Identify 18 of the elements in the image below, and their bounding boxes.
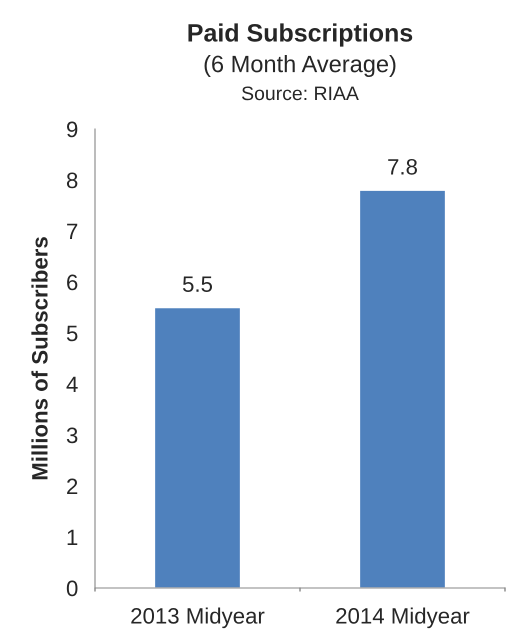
x-tick-label: 2014 Midyear bbox=[336, 607, 470, 628]
y-tick-label: 1 bbox=[68, 530, 78, 546]
y-axis-title: Millions of Subscribers bbox=[31, 237, 48, 480]
data-label: 7.8 bbox=[388, 158, 417, 175]
y-tick-label: 0 bbox=[66, 580, 78, 596]
y-tick-label: 7 bbox=[67, 224, 78, 240]
chart-title: Paid Subscriptions bbox=[188, 23, 412, 47]
y-tick-label: 3 bbox=[66, 428, 78, 444]
data-label: 5.5 bbox=[182, 276, 212, 292]
x-tick-label: 2013 Midyear bbox=[131, 607, 264, 628]
chart-subtitle: (6 Month Average) bbox=[204, 54, 396, 78]
y-tick-label: 5 bbox=[66, 326, 78, 342]
y-tick-label: 6 bbox=[67, 274, 78, 290]
y-tick-label: 8 bbox=[66, 172, 78, 188]
source-note: Source: RIAA bbox=[242, 86, 359, 100]
y-tick-label: 4 bbox=[66, 376, 78, 392]
y-tick-label: 9 bbox=[67, 122, 78, 138]
y-tick-label: 2 bbox=[67, 478, 78, 494]
